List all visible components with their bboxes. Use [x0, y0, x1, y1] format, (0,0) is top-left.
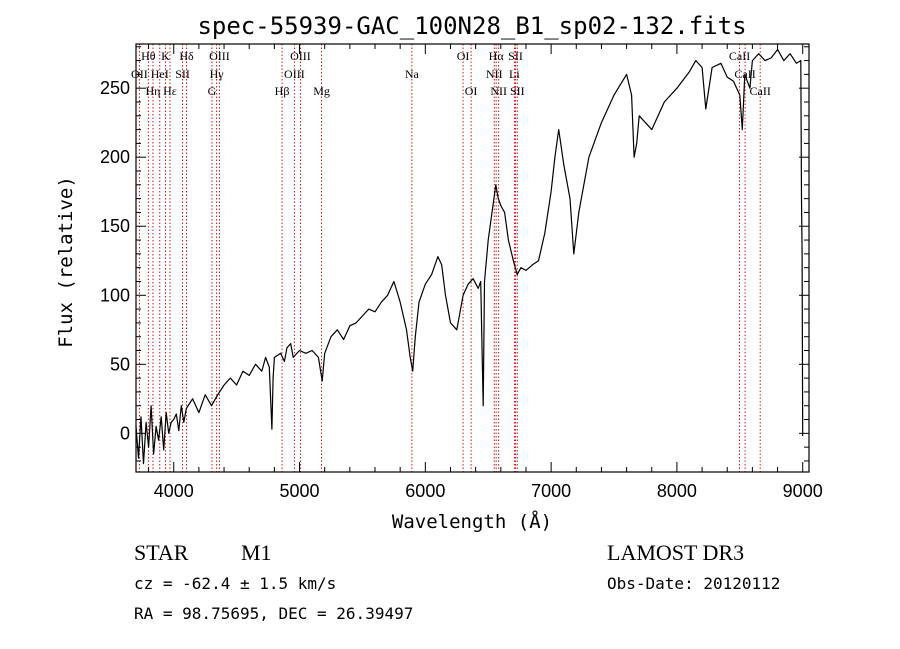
x-tick-label: 8000 — [657, 481, 697, 501]
spectral-line-label: Hε — [163, 84, 177, 98]
spectral-line-label: OIII — [284, 67, 305, 81]
spectral-line-label: K — [161, 49, 170, 63]
spectral-line-label: Mg — [313, 84, 330, 98]
y-tick-label: 250 — [100, 78, 130, 98]
chart-title: spec-55939-GAC_100N28_B1_sp02-132.fits — [197, 12, 746, 40]
spectral-line-label: SII — [508, 49, 523, 63]
x-tick-label: 5000 — [280, 481, 320, 501]
spectral-line-label: OIII — [290, 49, 311, 63]
spectral-line-label: Hη — [146, 84, 161, 98]
spectral-line-label: Na — [405, 67, 420, 81]
spectrum-line — [135, 48, 804, 465]
object-subclass: M1 — [241, 540, 272, 565]
x-tick-label: 6000 — [405, 481, 445, 501]
y-tick-label: 200 — [100, 147, 130, 167]
x-tick-label: 9000 — [783, 481, 823, 501]
spectral-line-label: OI — [457, 49, 470, 63]
spectral-line-label: Li — [509, 67, 520, 81]
redshift-velocity: cz = -62.4 ± 1.5 km/s — [134, 574, 336, 593]
y-tick-label: 100 — [100, 285, 130, 305]
object-class: STAR — [134, 540, 189, 565]
spectral-line-label: Hα — [489, 49, 505, 63]
x-tick-label: 7000 — [531, 481, 571, 501]
spectral-line-label: G — [208, 84, 217, 98]
y-tick-label: 50 — [110, 354, 130, 374]
spectral-line-label: Hγ — [210, 67, 225, 81]
spectral-line-label: NII — [490, 84, 507, 98]
spectral-line-label: HeI — [151, 67, 169, 81]
y-axis-label: Flux (relative) — [55, 176, 77, 348]
observation-date: Obs-Date: 20120112 — [607, 574, 780, 593]
y-tick-label: 0 — [120, 423, 130, 443]
spectral-line-label: SII — [175, 67, 190, 81]
spectral-line-label: CaII — [750, 84, 771, 98]
spectral-line-label: CaII — [729, 49, 750, 63]
spectral-line-label: SII — [510, 84, 525, 98]
plot-frame — [135, 43, 810, 473]
spectral-line-label: NII — [486, 67, 503, 81]
spectral-line-label: OIII — [209, 49, 230, 63]
spectral-line-label: Hδ — [179, 49, 194, 63]
x-tick-label: 4000 — [154, 481, 194, 501]
spectral-line-label: OI — [465, 84, 478, 98]
spectral-line-label: Hβ — [275, 84, 290, 98]
x-axis-label: Wavelength (Å) — [392, 510, 552, 533]
survey-name: LAMOST DR3 — [607, 540, 744, 565]
spectral-line-label: Hθ — [141, 49, 156, 63]
x-axis-ticks: 4000 5000 6000 7000 8000 9000 — [148, 44, 823, 501]
y-axis-ticks: 0 50 100 150 200 250 — [100, 46, 809, 462]
spectral-line-markers — [138, 44, 761, 472]
coordinates: RA = 98.75695, DEC = 26.39497 — [134, 604, 413, 623]
y-tick-label: 150 — [100, 216, 130, 236]
